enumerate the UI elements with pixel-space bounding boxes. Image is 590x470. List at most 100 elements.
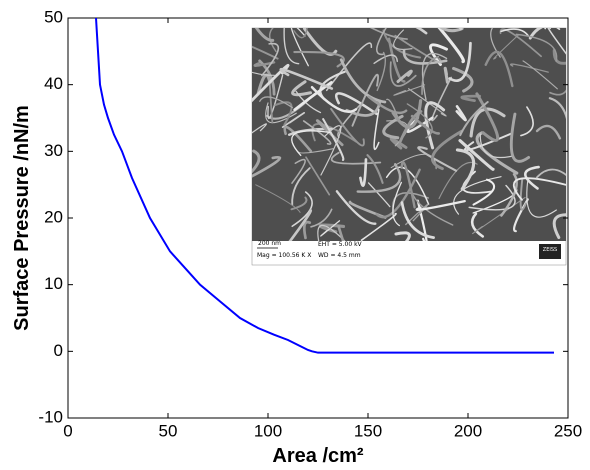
y-tick-label: 30 <box>44 141 63 160</box>
y-tick-label: 40 <box>44 74 63 93</box>
fiber <box>453 176 502 215</box>
fiber <box>310 208 333 228</box>
fiber <box>330 108 365 147</box>
fiber <box>293 81 333 111</box>
y-tick-label: 50 <box>44 7 63 26</box>
fiber <box>459 101 489 137</box>
fiber <box>417 146 458 172</box>
fiber <box>337 224 345 241</box>
fiber <box>405 203 429 226</box>
fiber <box>325 42 373 92</box>
fiber <box>339 58 387 104</box>
fiber <box>283 125 313 153</box>
magnification: Mag = 100.56 K X <box>257 252 311 259</box>
fiber <box>526 179 557 218</box>
fiber <box>396 69 413 83</box>
fiber <box>479 133 514 159</box>
fiber <box>469 107 506 138</box>
fiber <box>252 149 261 174</box>
fiber <box>256 73 272 96</box>
fiber <box>281 112 305 128</box>
fiber <box>376 28 387 56</box>
fiber <box>317 224 346 241</box>
fiber <box>253 61 276 67</box>
fiber <box>367 182 391 208</box>
fiber <box>366 154 384 184</box>
inset-image: 200 nm Mag = 100.56 K X EHT = 5.00 kV WD… <box>251 27 567 266</box>
fiber <box>519 178 527 211</box>
fiber <box>293 28 308 39</box>
fiber <box>291 158 306 184</box>
fiber <box>515 33 558 63</box>
fiber <box>283 28 300 65</box>
eht: EHT = 5.00 kV <box>318 241 363 248</box>
fiber <box>393 29 413 50</box>
fiber <box>315 119 344 147</box>
fiber <box>448 41 472 82</box>
fiber <box>459 28 463 31</box>
x-tick-label: 50 <box>159 421 178 440</box>
fiber <box>528 28 543 40</box>
fiber <box>279 68 334 90</box>
fiber <box>394 231 411 241</box>
fiber <box>261 42 280 77</box>
fiber <box>548 97 566 120</box>
logo: ZEISS <box>543 247 557 253</box>
fiber <box>373 54 399 65</box>
fiber <box>252 45 279 60</box>
fiber <box>310 85 358 113</box>
x-tick-label: 100 <box>254 421 282 440</box>
scale-bar-label: 200 nm <box>258 240 281 247</box>
fiber <box>512 177 566 201</box>
fiber <box>255 184 301 213</box>
fiber <box>269 28 277 53</box>
fiber <box>389 61 417 87</box>
fiber <box>470 212 485 238</box>
fiber <box>252 155 282 178</box>
fiber <box>421 52 448 101</box>
wd: WD = 4.5 mm <box>318 252 361 259</box>
fiber <box>535 124 562 140</box>
fiber <box>460 94 481 102</box>
y-tick-label: -10 <box>38 407 63 426</box>
fiber <box>254 28 275 42</box>
fiber <box>520 106 534 137</box>
y-tick-label: 20 <box>44 207 63 226</box>
fiber <box>455 105 467 122</box>
fiber <box>389 137 408 150</box>
fiber <box>295 90 322 114</box>
x-axis-label: Area /cm² <box>272 445 363 467</box>
fiber <box>524 165 540 190</box>
fiber <box>452 66 474 93</box>
fiber <box>400 201 435 239</box>
fiber <box>359 158 368 187</box>
fiber <box>291 191 313 228</box>
fiber <box>392 181 402 227</box>
fiber <box>302 220 312 240</box>
fiber <box>535 168 566 179</box>
fiber <box>375 168 421 219</box>
fiber <box>493 34 520 60</box>
fiber <box>500 28 529 37</box>
fiber <box>439 28 464 33</box>
fiber <box>369 28 408 40</box>
x-tick-label: 200 <box>454 421 482 440</box>
data-line <box>95 18 554 354</box>
fibers <box>252 28 566 241</box>
fiber <box>320 125 342 176</box>
fiber <box>402 48 448 65</box>
fiber <box>547 28 566 55</box>
fiber <box>391 99 423 129</box>
fiber <box>291 167 311 206</box>
fiber <box>252 123 267 134</box>
fiber <box>415 200 466 211</box>
fiber <box>458 139 495 171</box>
fiber <box>509 112 531 163</box>
fiber <box>421 55 440 95</box>
fiber <box>335 190 377 225</box>
fiber <box>400 160 416 209</box>
fiber <box>393 84 426 96</box>
fiber <box>290 196 308 211</box>
logo-box <box>539 244 561 259</box>
